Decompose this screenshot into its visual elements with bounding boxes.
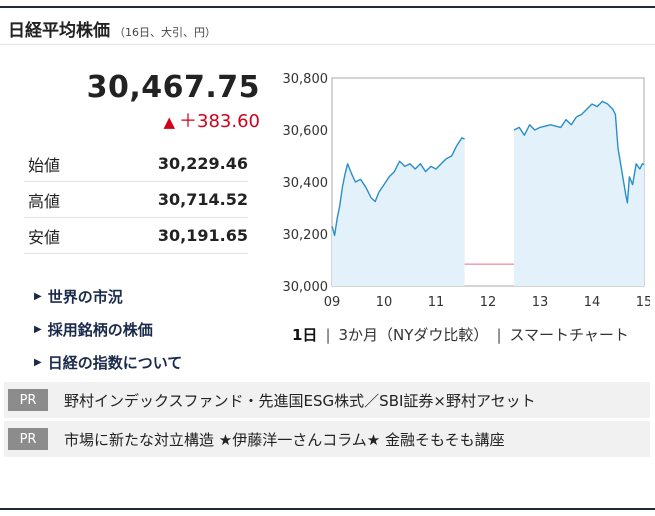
x-tick-label: 11 [428,295,445,310]
x-tick-label: 12 [480,295,497,310]
y-tick-label: 30,400 [283,176,329,191]
high-value: 30,714.52 [157,190,248,209]
link-about-nikkei-index[interactable]: ▶ 日経の指数について [34,346,182,379]
ohl-table: 始値 30,229.46 高値 30,714.52 安値 30,191.65 [24,146,248,254]
current-price: 30,467.75 [86,70,260,105]
session-pm-line [513,100,645,204]
index-name: 日経平均株価 [8,21,110,41]
y-tick-label: 30,800 [283,72,329,87]
intraday-chart[interactable]: 30,800 30,600 30,400 30,200 30,000 09 10 11 12 13… [270,68,651,318]
title-divider [0,44,655,45]
low-row: 安値 30,191.65 [24,218,248,254]
low-value: 30,191.65 [157,226,248,245]
y-tick-label: 30,600 [283,124,329,139]
pr-item[interactable]: PR 市場に新たな対立構造 ★伊藤洋一さんコラム★ 金融そもそも講座 [4,421,650,457]
x-tick-label: 09 [324,295,341,310]
open-label: 始値 [28,155,61,175]
period-separator: | [325,325,331,344]
y-tick-label: 30,200 [283,228,329,243]
high-row: 高値 30,714.52 [24,182,248,218]
x-tick-label: 10 [376,295,393,310]
open-row: 始値 30,229.46 [24,146,248,182]
caret-right-icon: ▶ [34,324,42,335]
link-world-markets[interactable]: ▶ 世界の市況 [34,280,182,313]
open-value: 30,229.46 [157,154,248,173]
x-tick-label: 14 [584,295,601,310]
link-constituent-prices[interactable]: ▶ 採用銘柄の株価 [34,313,182,346]
bottom-border [0,508,655,510]
pr-item[interactable]: PR 野村インデックスファンド・先進国ESG株式／SBI証券×野村アセット [4,382,650,418]
caret-right-icon: ▶ [34,291,42,302]
pr-link[interactable]: 野村インデックスファンド・先進国ESG株式／SBI証券×野村アセット [64,391,536,410]
period-1day[interactable]: 1日 [292,326,318,344]
top-border [0,6,655,8]
link-label: 世界の市況 [47,288,123,306]
x-tick-label: 15 [636,295,650,310]
period-separator: | [496,325,502,344]
pr-link[interactable]: 市場に新たな対立構造 ★伊藤洋一さんコラム★ 金融そもそも講座 [64,430,505,449]
x-tick-label: 13 [532,295,549,310]
link-label: 日経の指数について [47,354,183,372]
period-3months[interactable]: 3か月（NYダウ比較） [338,326,489,344]
link-label: 採用銘柄の株価 [47,321,153,339]
session-am-line [331,137,465,236]
session-pm-area [514,101,644,287]
caret-right-icon: ▶ [34,357,42,368]
price-change: ▲ ＋383.60 [163,107,260,133]
pr-badge: PR [8,428,48,450]
change-value: ＋383.60 [179,111,260,132]
session-note: （16日、大引、円） [114,26,216,39]
session-am-area [332,137,465,286]
y-tick-label: 30,000 [283,280,329,295]
related-links: ▶ 世界の市況 ▶ 採用銘柄の株価 ▶ 日経の指数について [34,280,182,379]
period-selector: 1日 | 3か月（NYダウ比較） | スマートチャート [292,324,637,345]
page-title: 日経平均株価 （16日、大引、円） [8,16,216,41]
high-label: 高値 [28,191,61,211]
up-arrow-icon: ▲ [163,113,176,131]
low-label: 安値 [28,227,61,247]
pr-badge: PR [8,389,48,411]
period-smart-chart[interactable]: スマートチャート [509,326,629,344]
